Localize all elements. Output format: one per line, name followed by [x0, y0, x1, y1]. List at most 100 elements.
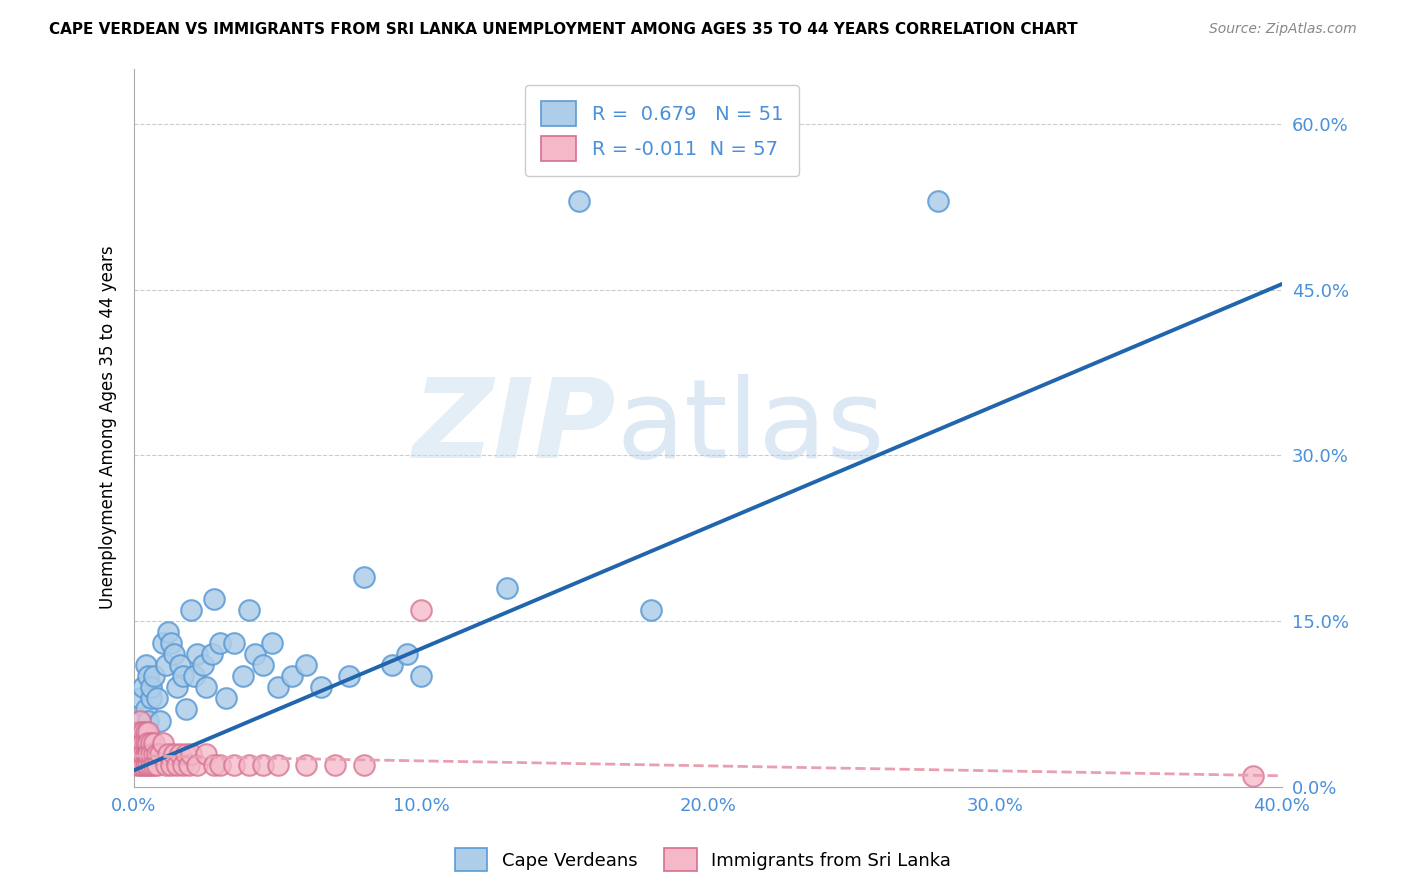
Point: [238, 603, 260, 617]
Point: [409, 603, 432, 617]
Point: [143, 669, 166, 683]
Point: [149, 714, 172, 728]
Point: [169, 658, 191, 673]
Point: [134, 724, 156, 739]
Point: [157, 625, 180, 640]
Point: [409, 669, 432, 683]
Point: [194, 681, 217, 695]
Legend: Cape Verdeans, Immigrants from Sri Lanka: Cape Verdeans, Immigrants from Sri Lanka: [447, 841, 959, 879]
Point: [125, 747, 148, 761]
Point: [323, 757, 346, 772]
Point: [134, 747, 156, 761]
Point: [131, 736, 153, 750]
Point: [381, 658, 404, 673]
Point: [146, 747, 169, 761]
Point: [152, 736, 174, 750]
Point: [281, 669, 304, 683]
Point: [166, 757, 188, 772]
Point: [138, 736, 160, 750]
Point: [496, 581, 519, 595]
Point: [128, 747, 150, 761]
Point: [160, 757, 183, 772]
Point: [353, 570, 375, 584]
Point: [183, 669, 205, 683]
Point: [224, 757, 246, 772]
Point: [163, 647, 186, 661]
Point: [169, 747, 191, 761]
Point: [224, 636, 246, 650]
Point: [138, 747, 160, 761]
Point: [194, 747, 217, 761]
Point: [215, 691, 238, 706]
Point: [131, 681, 153, 695]
Point: [131, 757, 153, 772]
Point: [200, 647, 222, 661]
Point: [243, 647, 266, 661]
Point: [152, 636, 174, 650]
Point: [141, 691, 163, 706]
Point: [232, 669, 254, 683]
Point: [180, 603, 202, 617]
Point: [186, 757, 208, 772]
Point: [143, 757, 166, 772]
Text: atlas: atlas: [616, 374, 884, 481]
Point: [125, 736, 148, 750]
Point: [927, 194, 949, 208]
Point: [260, 636, 283, 650]
Point: [128, 714, 150, 728]
Point: [141, 747, 163, 761]
Point: [131, 724, 153, 739]
Point: [295, 658, 318, 673]
Point: [337, 669, 360, 683]
Point: [131, 747, 153, 761]
Point: [174, 702, 197, 716]
Point: [138, 724, 160, 739]
Point: [568, 194, 591, 208]
Text: Source: ZipAtlas.com: Source: ZipAtlas.com: [1209, 22, 1357, 37]
Point: [149, 747, 172, 761]
Point: [128, 724, 150, 739]
Point: [266, 757, 288, 772]
Point: [163, 747, 186, 761]
Point: [202, 757, 225, 772]
Point: [186, 647, 208, 661]
Point: [125, 724, 148, 739]
Point: [160, 636, 183, 650]
Point: [143, 736, 166, 750]
Point: [191, 658, 214, 673]
Point: [134, 658, 156, 673]
Point: [295, 757, 318, 772]
Point: [138, 714, 160, 728]
Point: [131, 724, 153, 739]
Point: [141, 736, 163, 750]
Point: [395, 647, 418, 661]
Point: [138, 669, 160, 683]
Point: [177, 757, 200, 772]
Point: [202, 591, 225, 606]
Point: [172, 757, 194, 772]
Point: [266, 681, 288, 695]
Point: [138, 747, 160, 761]
Point: [134, 757, 156, 772]
Point: [252, 658, 274, 673]
Point: [146, 757, 169, 772]
Point: [128, 757, 150, 772]
Point: [209, 757, 232, 772]
Legend: R =  0.679   N = 51, R = -0.011  N = 57: R = 0.679 N = 51, R = -0.011 N = 57: [526, 86, 799, 177]
Point: [138, 757, 160, 772]
Point: [134, 747, 156, 761]
Text: CAPE VERDEAN VS IMMIGRANTS FROM SRI LANKA UNEMPLOYMENT AMONG AGES 35 TO 44 YEARS: CAPE VERDEAN VS IMMIGRANTS FROM SRI LANK…: [49, 22, 1078, 37]
Point: [180, 747, 202, 761]
Point: [209, 636, 232, 650]
Point: [143, 747, 166, 761]
Point: [157, 747, 180, 761]
Point: [128, 736, 150, 750]
Point: [146, 691, 169, 706]
Y-axis label: Unemployment Among Ages 35 to 44 years: Unemployment Among Ages 35 to 44 years: [100, 246, 117, 609]
Point: [174, 747, 197, 761]
Point: [1241, 769, 1264, 783]
Point: [128, 691, 150, 706]
Point: [353, 757, 375, 772]
Point: [309, 681, 332, 695]
Point: [172, 669, 194, 683]
